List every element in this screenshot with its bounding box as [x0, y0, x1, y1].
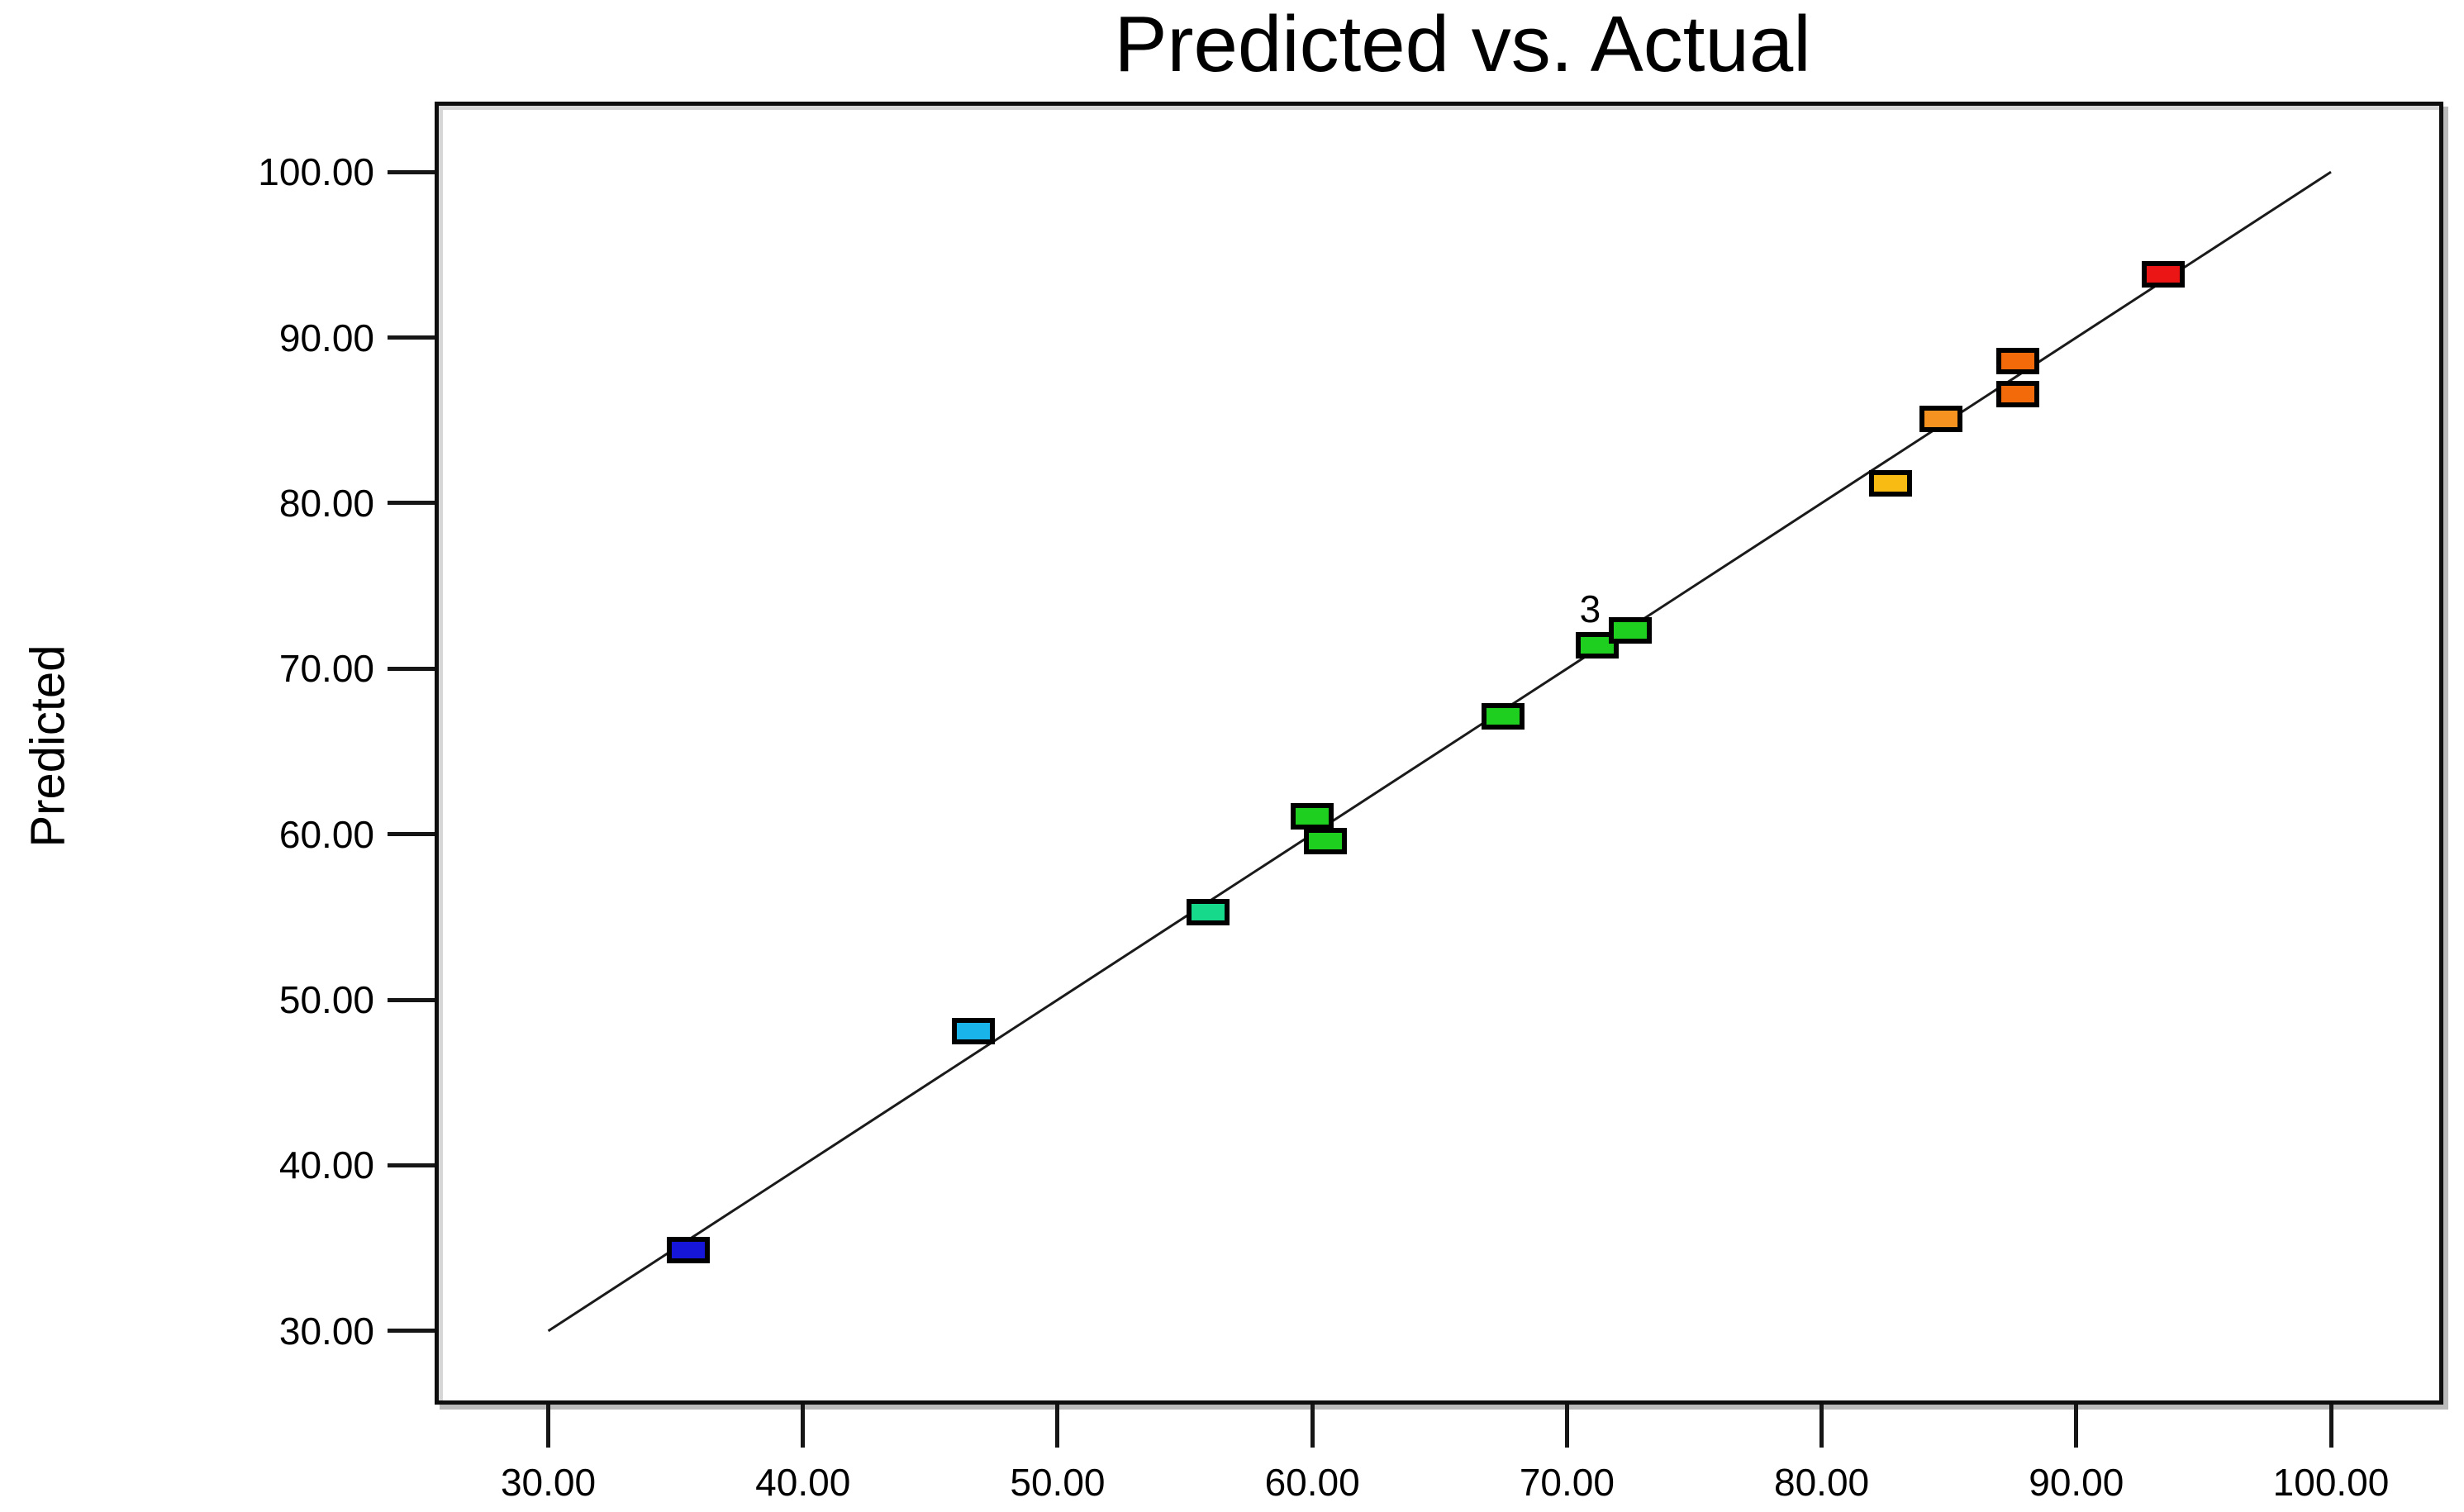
y-tick-label: 70.00: [278, 647, 374, 691]
chart-title: Predicted vs. Actual: [1114, 0, 1811, 88]
y-tick-mark: [388, 997, 435, 1002]
x-tick-label: 90.00: [2029, 1461, 2124, 1504]
y-tick-mark: [388, 832, 435, 837]
x-tick-mark: [1310, 1405, 1315, 1448]
x-tick-label: 100.00: [2272, 1461, 2390, 1504]
x-tick-mark: [2328, 1405, 2333, 1448]
point-count-label: 3: [1579, 587, 1601, 631]
y-tick-label: 90.00: [278, 316, 374, 359]
data-point: [1868, 469, 1912, 497]
data-point: [1919, 405, 1963, 432]
y-axis-label: Predicted: [21, 644, 75, 848]
data-point: [1186, 898, 1230, 925]
y-tick-mark: [388, 1163, 435, 1167]
identity-line: [547, 170, 2332, 1333]
x-tick-label: 40.00: [755, 1461, 851, 1504]
x-tick-mark: [546, 1405, 551, 1448]
data-point: [1482, 703, 1525, 730]
data-point: [1995, 380, 2039, 407]
y-tick-label: 40.00: [278, 1144, 374, 1187]
y-tick-mark: [388, 335, 435, 340]
x-tick-label: 60.00: [1264, 1461, 1360, 1504]
x-tick-mark: [1819, 1405, 1824, 1448]
data-point: [1303, 827, 1347, 854]
plot-area: 30.00 40.00 50.00 60.00 70.00 80.00 90.00 100.0…: [258, 102, 2443, 1504]
data-point: [1995, 347, 2039, 374]
data-point: [667, 1236, 711, 1263]
x-tick-mark: [1055, 1405, 1060, 1448]
y-tick-mark: [388, 169, 435, 174]
y-tick-label: 30.00: [278, 1309, 374, 1353]
data-point: [1291, 802, 1334, 830]
y-tick-label: 80.00: [278, 481, 374, 525]
data-point: [952, 1018, 996, 1045]
y-tick-mark: [388, 1329, 435, 1334]
y-tick-label: 50.00: [278, 978, 374, 1022]
y-tick-mark: [388, 501, 435, 506]
data-point: [1609, 617, 1653, 644]
x-tick-label: 30.00: [500, 1461, 597, 1504]
y-tick-label: 60.00: [278, 812, 374, 856]
x-tick-label: 50.00: [1010, 1461, 1106, 1504]
x-tick-mark: [801, 1405, 806, 1448]
data-point: [2141, 261, 2185, 288]
y-tick-label: 100.00: [258, 150, 374, 194]
x-tick-label: 70.00: [1519, 1461, 1615, 1504]
x-tick-label: 80.00: [1774, 1461, 1870, 1504]
y-tick-mark: [388, 666, 435, 671]
x-tick-mark: [2074, 1405, 2079, 1448]
x-tick-mark: [1564, 1405, 1569, 1448]
